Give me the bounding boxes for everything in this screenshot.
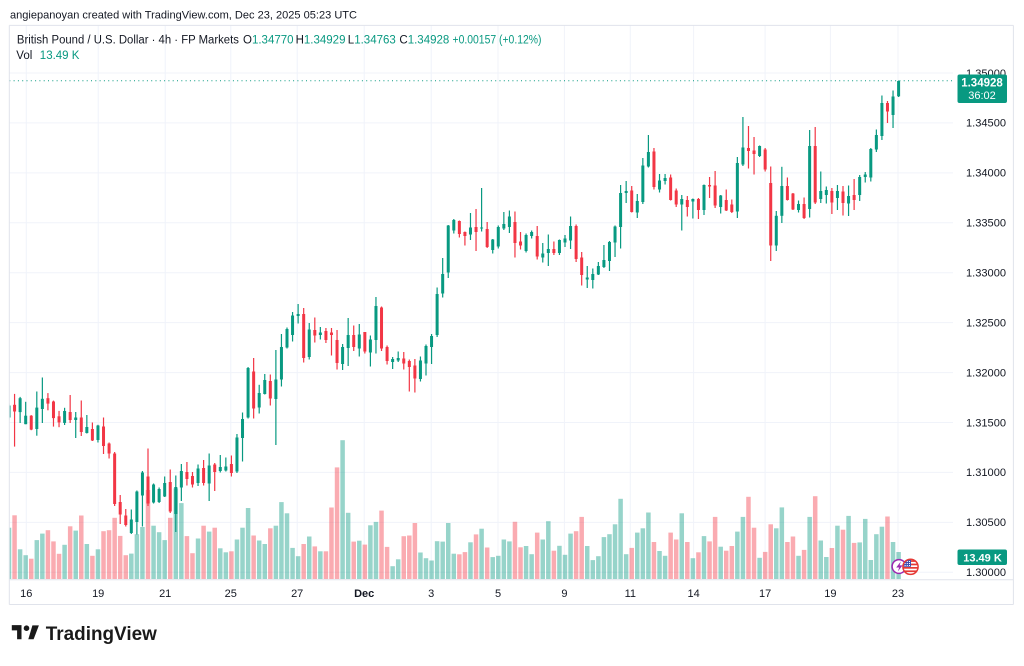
svg-text:TradingView: TradingView [46, 624, 157, 645]
svg-text:L1.34763: L1.34763 [348, 34, 396, 46]
svg-text:16: 16 [20, 588, 32, 600]
svg-text:1.34000: 1.34000 [966, 168, 1006, 180]
svg-text:1.30000: 1.30000 [966, 567, 1006, 579]
svg-text:O1.34770: O1.34770 [243, 34, 294, 46]
svg-text:British Pound / U.S. Dollar ·: British Pound / U.S. Dollar · 4h · FP Ma… [17, 34, 239, 46]
svg-text:25: 25 [225, 588, 237, 600]
svg-text:H1.34929: H1.34929 [296, 34, 346, 46]
svg-text:5: 5 [495, 588, 501, 600]
svg-text:1.31500: 1.31500 [966, 417, 1006, 429]
svg-text:Dec: Dec [354, 588, 374, 600]
svg-text:19: 19 [92, 588, 104, 600]
svg-text:1.32000: 1.32000 [966, 367, 1006, 379]
svg-text:1.34928: 1.34928 [961, 78, 1003, 90]
svg-text:36:02: 36:02 [968, 90, 996, 102]
svg-text:1.30500: 1.30500 [966, 517, 1006, 529]
svg-text:1.34500: 1.34500 [966, 118, 1006, 130]
svg-text:angiepanoyan created with Trad: angiepanoyan created with TradingView.co… [10, 10, 357, 22]
svg-text:17: 17 [759, 588, 771, 600]
svg-text:3: 3 [428, 588, 434, 600]
svg-text:1.33500: 1.33500 [966, 218, 1006, 230]
svg-text:13.49 K: 13.49 K [40, 50, 80, 62]
svg-text:C1.34928: C1.34928 [399, 34, 449, 46]
svg-text:19: 19 [824, 588, 836, 600]
svg-text:9: 9 [561, 588, 567, 600]
svg-text:23: 23 [892, 588, 904, 600]
svg-text:11: 11 [625, 588, 636, 600]
svg-text:21: 21 [159, 588, 171, 600]
svg-text:+0.00157 (+0.12%): +0.00157 (+0.12%) [453, 34, 542, 46]
svg-text:13.49 K: 13.49 K [963, 552, 1002, 564]
svg-text:1.31000: 1.31000 [966, 467, 1006, 479]
svg-text:1.32500: 1.32500 [966, 317, 1006, 329]
svg-text:1.33000: 1.33000 [966, 268, 1006, 280]
svg-text:27: 27 [291, 588, 303, 600]
svg-text:14: 14 [687, 588, 699, 600]
svg-text:Vol: Vol [16, 50, 32, 62]
